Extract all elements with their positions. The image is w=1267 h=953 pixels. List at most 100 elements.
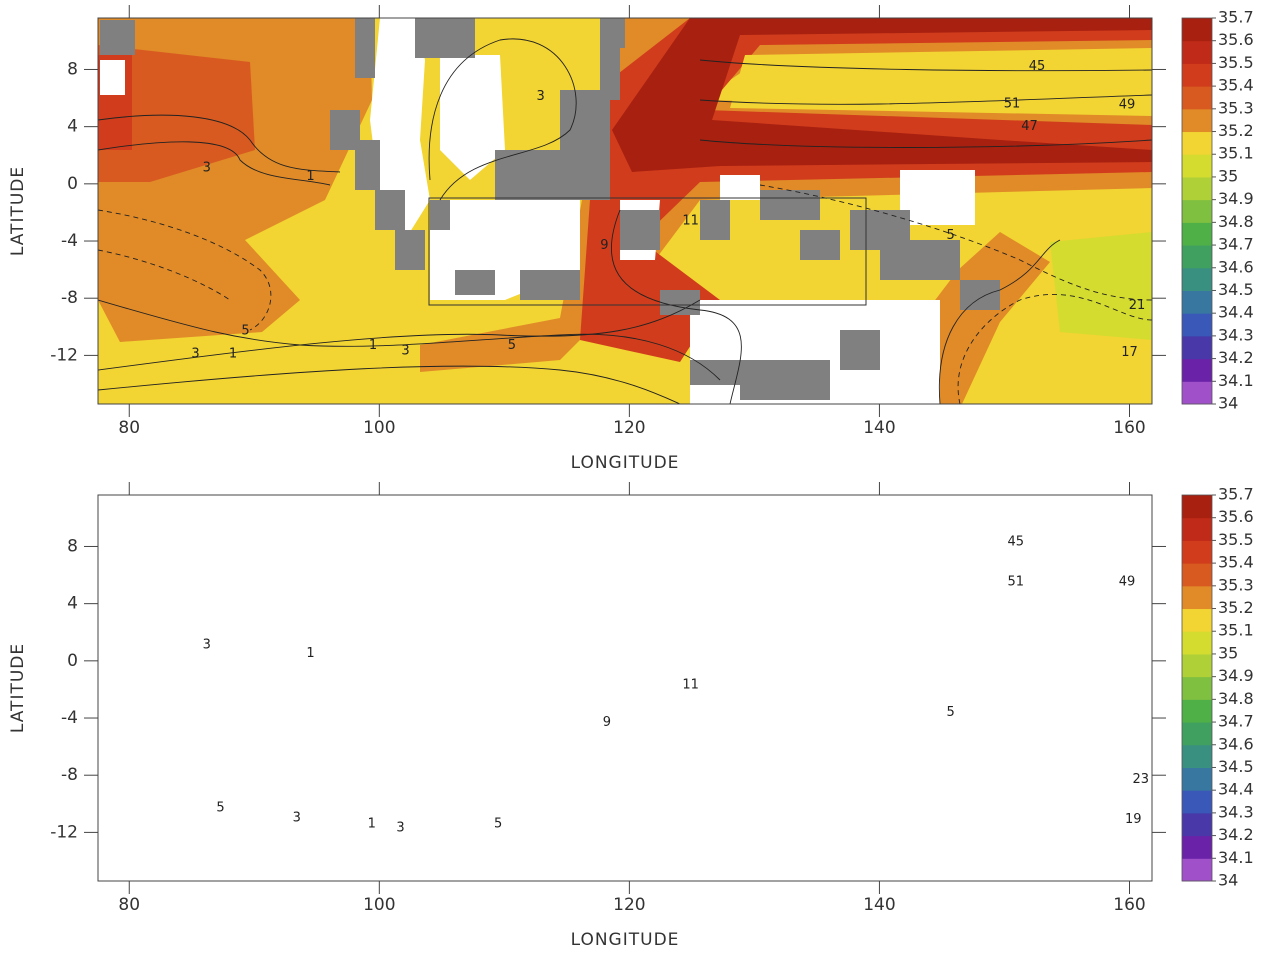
contour-label: 5 [947,228,955,243]
contour-line [98,592,340,649]
field-background [98,495,1152,881]
colorbar-box [1182,200,1212,223]
x-tick-label: 160 [1113,895,1145,915]
colorbar-box [1182,222,1212,245]
land-cell [415,18,475,58]
colorbar-label: 34.7 [1218,712,1254,731]
contour-line [98,687,271,807]
colorbar-box [1182,540,1212,563]
colorbar-box [1182,63,1212,86]
colorbar-label: 35 [1218,643,1238,662]
contour-line [98,777,700,847]
colorbar-box [1182,495,1212,518]
land-cell [760,667,820,697]
colorbar-box [1182,586,1212,609]
y-tick-label: 4 [67,594,78,614]
colorbar-box [1182,722,1212,745]
colorbar-label: 34.2 [1218,348,1254,367]
x-tick-label: 80 [118,418,140,438]
salinity-region [1050,232,1152,340]
contour-line [760,662,1152,777]
colorbar-label: 35.7 [1218,8,1254,27]
contour-label: 3 [396,821,404,836]
contour-label: 3 [293,811,301,826]
colorbar-box [1182,381,1212,404]
colorbar-label: 35.2 [1218,121,1254,140]
land-cell [355,495,375,555]
land-cell [330,587,360,627]
colorbar-box [1182,86,1212,109]
y-tick-label: 0 [67,174,78,194]
contour-label: 5 [494,816,502,831]
y-tick-label: -4 [61,231,78,251]
contour-label: 9 [600,238,608,253]
land-cell [520,270,580,300]
colorbar-label: 34.6 [1218,257,1254,276]
land-cell [395,230,425,270]
contour-label: 1 [369,338,377,353]
colorbar-box [1182,109,1212,132]
colorbar-label: 35.4 [1218,76,1254,95]
colorbar-label: 34.1 [1218,371,1254,390]
colorbar-box [1182,290,1212,313]
contour-label: 11 [682,678,699,693]
land-cell [100,497,135,532]
colorbar-label: 35.1 [1218,144,1254,163]
salinity-region [98,532,132,627]
colorbar-label: 34.1 [1218,848,1254,867]
contour-label: 49 [1119,575,1136,590]
colorbar-box [1182,313,1212,336]
contour-label: 47 [1021,119,1038,134]
salinity-region [730,48,1152,116]
land-mask [100,537,125,572]
salinity-region [920,709,1050,881]
salinity-region [815,739,826,757]
colorbar: 3434.134.234.334.434.534.634.734.834.935… [1182,485,1254,890]
land-cell [430,200,450,230]
contour-label: 1 [229,346,237,361]
contour-label: 51 [1004,96,1021,111]
colorbar-label: 34.9 [1218,189,1254,208]
colorbar-box [1182,654,1212,677]
y-tick-label: -8 [61,765,78,785]
land-mask [440,532,505,657]
salinity-region [470,857,640,881]
land-cell [430,677,450,707]
y-axis-label: LATITUDE [8,643,28,733]
colorbar-box [1182,268,1212,291]
land-cell [375,190,405,230]
contour-label: 51 [1007,575,1024,590]
x-axis-label: LONGITUDE [571,930,680,949]
colorbar-box [1182,41,1212,64]
contour-label: 5 [947,705,955,720]
land-cell [850,687,910,727]
land-cell [690,360,740,385]
colorbar-label: 34.2 [1218,825,1254,844]
contour-label: 21 [1129,298,1146,313]
contour-label: 9 [603,715,611,730]
land-cell [520,747,580,777]
salinity-region [720,722,822,792]
land-cell [375,667,405,707]
contour-label: 3 [401,344,409,359]
colorbar-label: 35.5 [1218,53,1254,72]
land-cell [100,20,135,55]
colorbar-box [1182,177,1212,200]
land-cell [690,837,740,862]
salinity-region [578,677,720,797]
land-cell [600,40,620,100]
contour-line [700,537,1152,548]
contour-label: 5 [216,801,224,816]
land-cell [620,687,660,727]
land-cell [800,707,840,737]
contour-line [98,777,720,857]
colorbar-label: 34.9 [1218,666,1254,685]
contour-line [429,516,576,677]
land-mask [620,677,660,737]
colorbar-label: 34.3 [1218,802,1254,821]
contour-label: 5 [241,324,249,339]
plot-frame [98,495,1152,881]
y-tick-label: -12 [50,345,78,365]
colorbar-box [1182,518,1212,541]
